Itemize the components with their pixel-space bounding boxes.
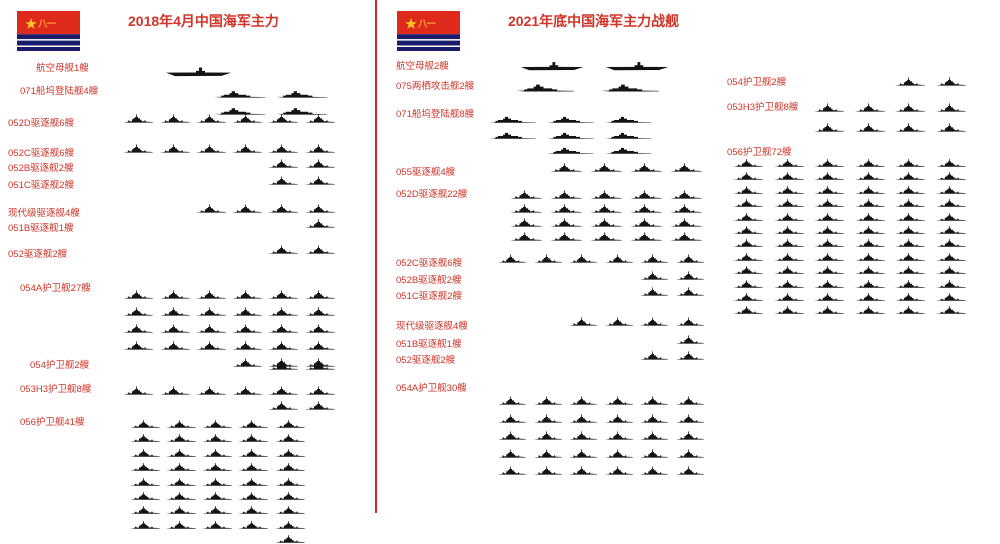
svg-text:八一: 八一 [417, 19, 437, 30]
svg-text:八一: 八一 [37, 19, 57, 30]
